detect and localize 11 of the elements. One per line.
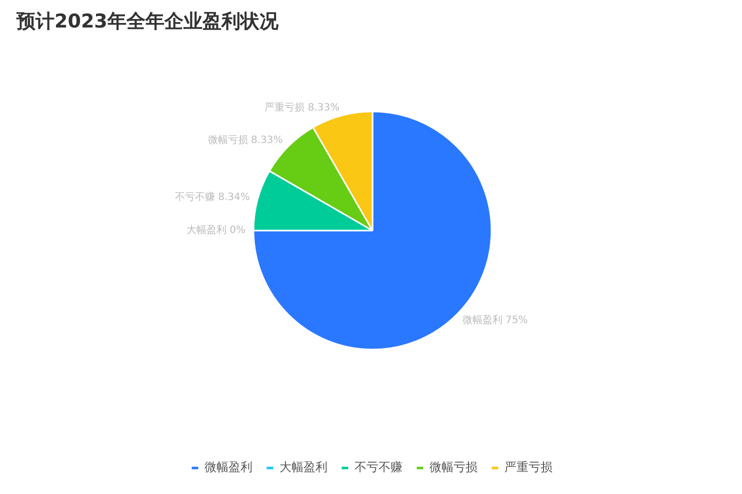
legend-label: 大幅盈利 [280, 459, 328, 476]
category-label: 不亏不赚 8.34% [174, 192, 250, 204]
category-label: 大幅盈利 0% [186, 225, 246, 236]
category-label: 严重亏损 8.33% [264, 102, 340, 114]
legend-label: 严重亏损 [504, 459, 552, 476]
category-label: 微幅亏损 8.33% [208, 135, 283, 146]
legend-label: 不亏不赚 [354, 459, 402, 476]
legend-label: 微幅盈利 [204, 459, 252, 476]
category-label: 微幅盈利 75% [462, 314, 528, 326]
legend-label: 微幅亏损 [430, 459, 478, 476]
chart-title: 预计2023年全年企业盈利状况 [16, 10, 280, 32]
